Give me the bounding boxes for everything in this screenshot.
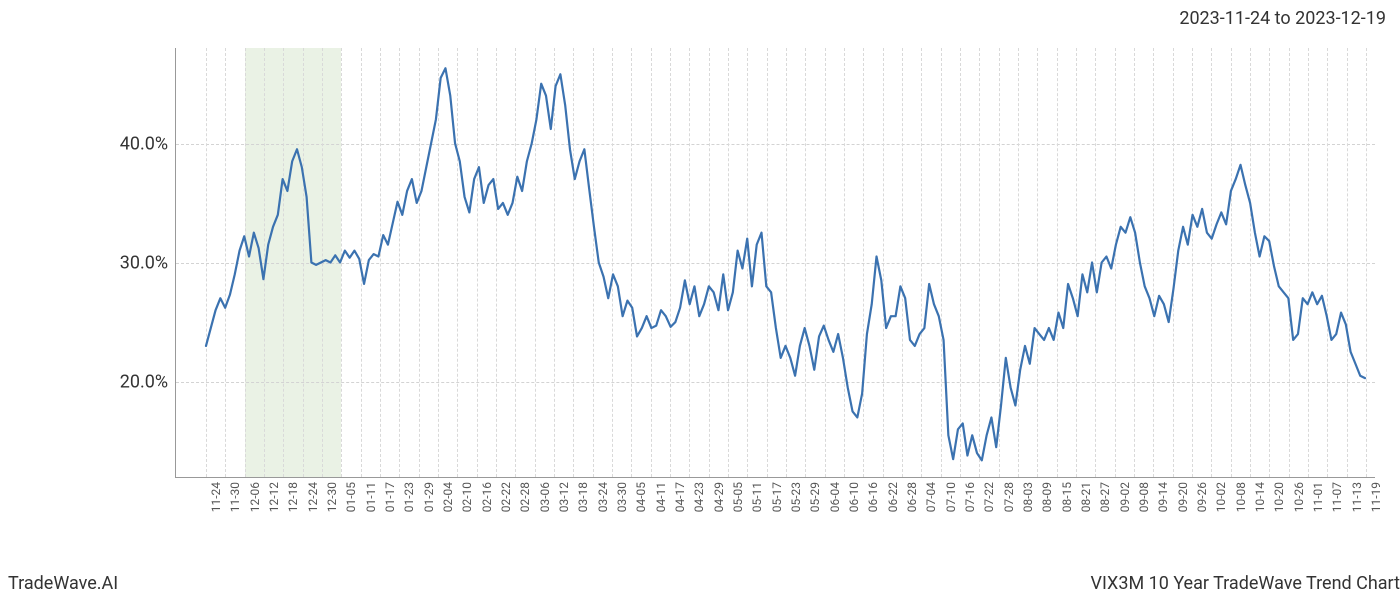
- x-tick-label: 07-28: [1002, 482, 1016, 512]
- x-tick-label: 05-23: [789, 482, 803, 512]
- x-tick-label: 09-20: [1176, 482, 1190, 512]
- x-tick-label: 04-29: [712, 482, 726, 512]
- x-tick-label: 12-06: [248, 482, 262, 512]
- x-tick-label: 08-21: [1079, 482, 1093, 512]
- x-tick-label: 02-04: [441, 482, 455, 512]
- x-tick-label: 03-30: [615, 482, 629, 512]
- x-tick-label: 06-16: [866, 482, 880, 512]
- date-range-label: 2023-11-24 to 2023-12-19: [1179, 8, 1386, 29]
- x-tick-label: 10-08: [1234, 482, 1248, 512]
- x-tick-label: 03-06: [538, 482, 552, 512]
- x-tick-label: 10-02: [1214, 482, 1228, 512]
- x-tick-label: 08-03: [1021, 482, 1035, 512]
- x-tick-label: 08-15: [1060, 482, 1074, 512]
- x-tick-label: 03-18: [576, 482, 590, 512]
- x-tick-label: 10-26: [1292, 482, 1306, 512]
- x-tick-label: 04-11: [654, 482, 668, 512]
- x-tick-label: 12-30: [325, 482, 339, 512]
- y-tick-label: 40.0%: [88, 133, 168, 154]
- x-tick-label: 06-28: [905, 482, 919, 512]
- x-tick-label: 03-12: [557, 482, 571, 512]
- x-tick-label: 09-08: [1137, 482, 1151, 512]
- x-tick-label: 09-14: [1156, 482, 1170, 512]
- x-tick-label: 11-30: [228, 482, 242, 512]
- x-tick-label: 01-05: [344, 482, 358, 512]
- x-tick-label: 12-24: [306, 482, 320, 512]
- x-tick-label: 04-05: [634, 482, 648, 512]
- x-tick-label: 12-18: [286, 482, 300, 512]
- x-tick-label: 07-16: [963, 482, 977, 512]
- x-tick-label: 01-17: [383, 482, 397, 512]
- series-line: [206, 68, 1365, 460]
- x-tick-label: 04-17: [673, 482, 687, 512]
- x-tick-label: 01-29: [422, 482, 436, 512]
- x-tick-label: 06-04: [828, 482, 842, 512]
- x-tick-label: 09-26: [1195, 482, 1209, 512]
- x-tick-label: 07-04: [924, 482, 938, 512]
- x-tick-label: 02-10: [460, 482, 474, 512]
- x-tick-label: 04-23: [692, 482, 706, 512]
- brand-label: TradeWave.AI: [8, 573, 118, 594]
- x-tick-label: 02-22: [499, 482, 513, 512]
- x-tick-label: 05-17: [770, 482, 784, 512]
- x-tick-label: 02-28: [518, 482, 532, 512]
- x-tick-label: 11-01: [1311, 482, 1325, 512]
- x-tick-label: 05-05: [731, 482, 745, 512]
- x-tick-label: 02-16: [480, 482, 494, 512]
- chart-plot-area: [175, 48, 1375, 478]
- chart-title: VIX3M 10 Year TradeWave Trend Chart: [1091, 573, 1400, 594]
- x-tick-label: 11-07: [1330, 482, 1344, 512]
- x-tick-label: 07-22: [982, 482, 996, 512]
- x-tick-label: 08-09: [1040, 482, 1054, 512]
- x-tick-label: 10-14: [1253, 482, 1267, 512]
- y-tick-label: 30.0%: [88, 253, 168, 274]
- x-tick-label: 01-23: [402, 482, 416, 512]
- x-tick-label: 06-22: [886, 482, 900, 512]
- x-tick-label: 12-12: [267, 482, 281, 512]
- x-tick-label: 11-24: [209, 482, 223, 512]
- x-tick-label: 07-10: [944, 482, 958, 512]
- x-tick-label: 03-24: [596, 482, 610, 512]
- x-tick-label: 11-13: [1350, 482, 1364, 512]
- x-tick-label: 08-27: [1098, 482, 1112, 512]
- y-tick-label: 20.0%: [88, 372, 168, 393]
- x-tick-label: 01-11: [364, 482, 378, 512]
- x-tick-label: 06-10: [847, 482, 861, 512]
- line-series-svg: [176, 48, 1375, 477]
- x-tick-label: 11-19: [1369, 482, 1383, 512]
- x-tick-label: 10-20: [1272, 482, 1286, 512]
- x-tick-label: 05-11: [750, 482, 764, 512]
- x-tick-label: 09-02: [1118, 482, 1132, 512]
- x-tick-label: 05-29: [808, 482, 822, 512]
